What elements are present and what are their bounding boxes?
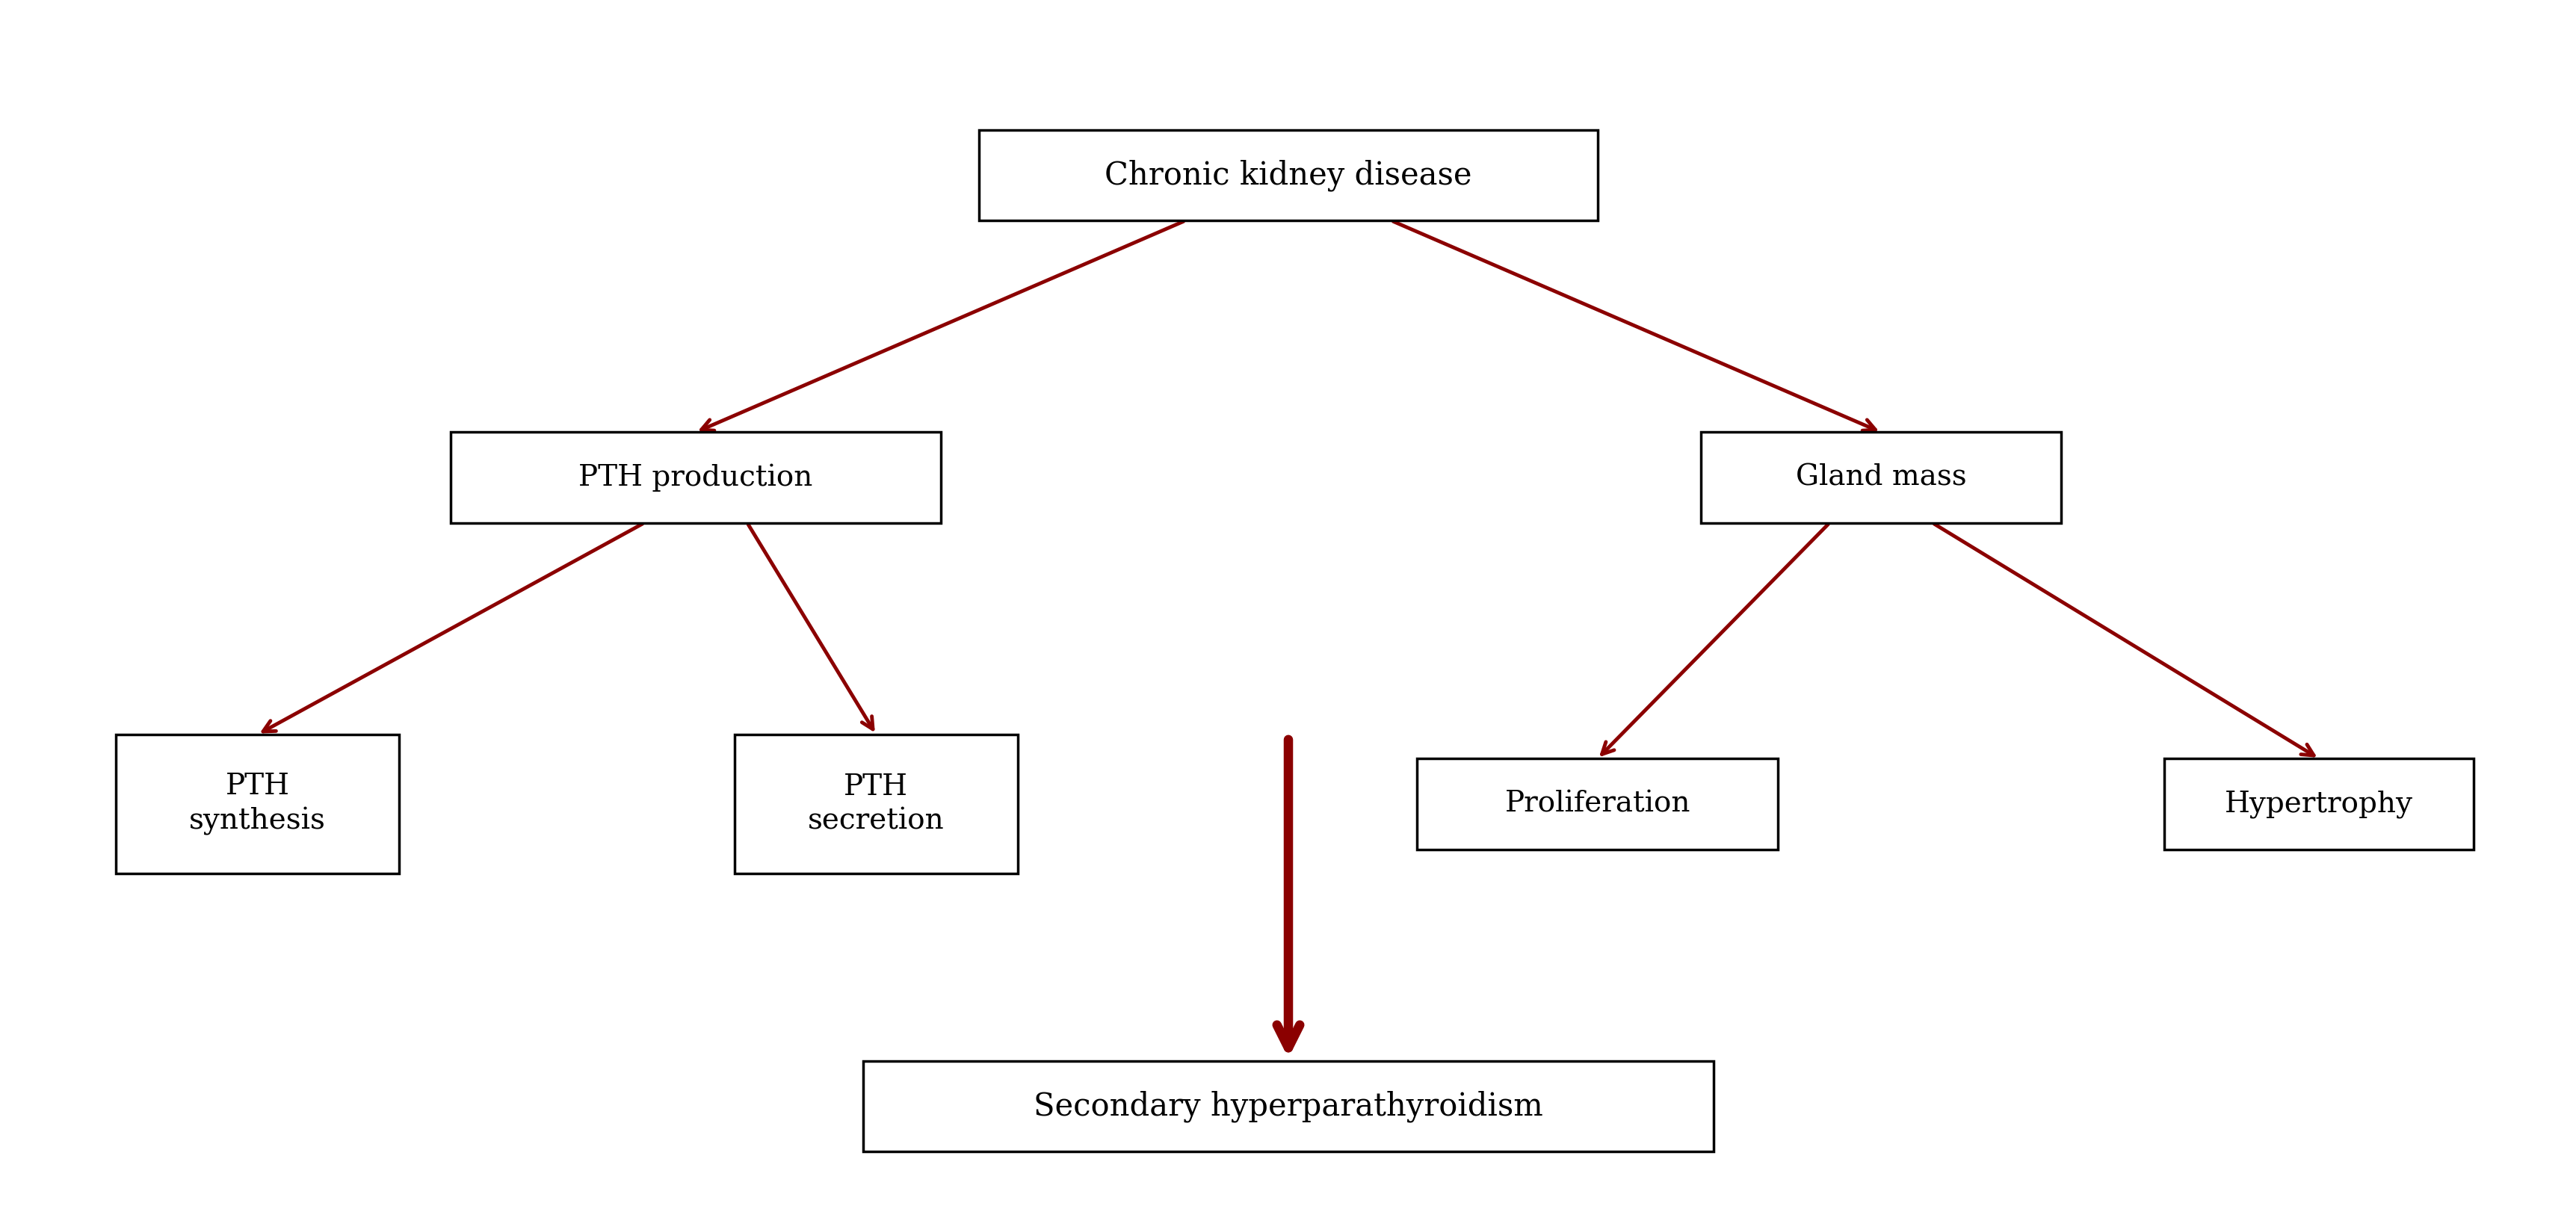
Text: Hypertrophy: Hypertrophy bbox=[2223, 789, 2414, 818]
FancyBboxPatch shape bbox=[1700, 433, 2061, 522]
Text: Chronic kidney disease: Chronic kidney disease bbox=[1105, 160, 1471, 191]
FancyBboxPatch shape bbox=[451, 433, 940, 522]
Text: PTH production: PTH production bbox=[580, 463, 811, 492]
FancyBboxPatch shape bbox=[1417, 759, 1777, 849]
FancyBboxPatch shape bbox=[734, 734, 1018, 873]
Text: PTH
synthesis: PTH synthesis bbox=[188, 773, 327, 835]
FancyBboxPatch shape bbox=[116, 734, 399, 873]
FancyBboxPatch shape bbox=[863, 1062, 1713, 1151]
FancyBboxPatch shape bbox=[979, 131, 1597, 221]
FancyBboxPatch shape bbox=[2164, 759, 2473, 849]
Text: Gland mass: Gland mass bbox=[1795, 464, 1965, 491]
Text: PTH
secretion: PTH secretion bbox=[806, 773, 945, 835]
Text: Proliferation: Proliferation bbox=[1504, 791, 1690, 817]
Text: Secondary hyperparathyroidism: Secondary hyperparathyroidism bbox=[1033, 1091, 1543, 1122]
